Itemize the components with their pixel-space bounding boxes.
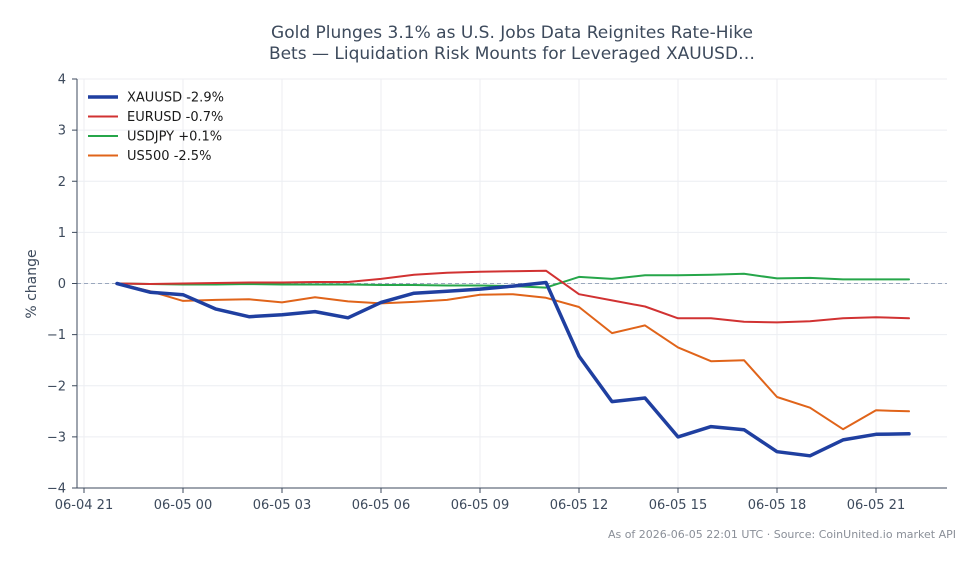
series-lines [115,269,911,458]
x-tick-label: 06-05 06 [352,498,410,513]
y-axis-ticks: 4 3 2 1 0 −1 −2 −3 −4 [47,73,77,497]
x-tick-label: 06-05 15 [649,498,707,513]
x-tick-label: 06-05 18 [748,498,806,513]
series-line-eurusd [116,269,910,324]
x-tick-label: 06-04 21 [55,498,113,513]
x-tick-label: 06-05 03 [253,498,311,513]
x-tick-label: 06-05 00 [154,498,212,513]
y-tick-label: −1 [47,328,66,343]
x-tick-label: 06-05 09 [451,498,509,513]
y-tick-label: 2 [58,175,66,190]
y-tick-label: 1 [58,226,66,241]
chart-title-line-1: Gold Plunges 3.1% as U.S. Jobs Data Reig… [271,23,753,43]
y-tick-label: −4 [47,482,66,497]
legend-label-xauusd: XAUUSD -2.9% [127,91,224,106]
footer-source: As of 2026-06-05 22:01 UTC · Source: Coi… [608,528,956,541]
x-tick-label: 06-05 12 [550,498,608,513]
y-tick-label: 4 [58,73,66,88]
y-tick-label: 0 [58,277,66,292]
legend-label-us500: US500 -2.5% [127,149,211,164]
y-tick-label: −2 [47,379,66,394]
y-tick-label: −3 [47,430,66,445]
chart-title-line-2: Bets — Liquidation Risk Mounts for Lever… [269,44,755,64]
series-line-xauusd [115,280,911,458]
legend-label-eurusd: EURUSD -0.7% [127,110,223,125]
x-tick-label: 06-05 21 [847,498,905,513]
x-axis-ticks: 06-04 21 06-05 00 06-05 03 06-05 06 06-05 09… [55,488,905,513]
y-tick-label: 3 [58,124,66,139]
series-line-us500 [116,282,910,431]
y-axis-label: % change [24,249,40,318]
legend: XAUUSD -2.9% EURUSD -0.7% USDJPY +0.1% US50… [88,91,224,164]
legend-label-usdjpy: USDJPY +0.1% [127,130,222,145]
